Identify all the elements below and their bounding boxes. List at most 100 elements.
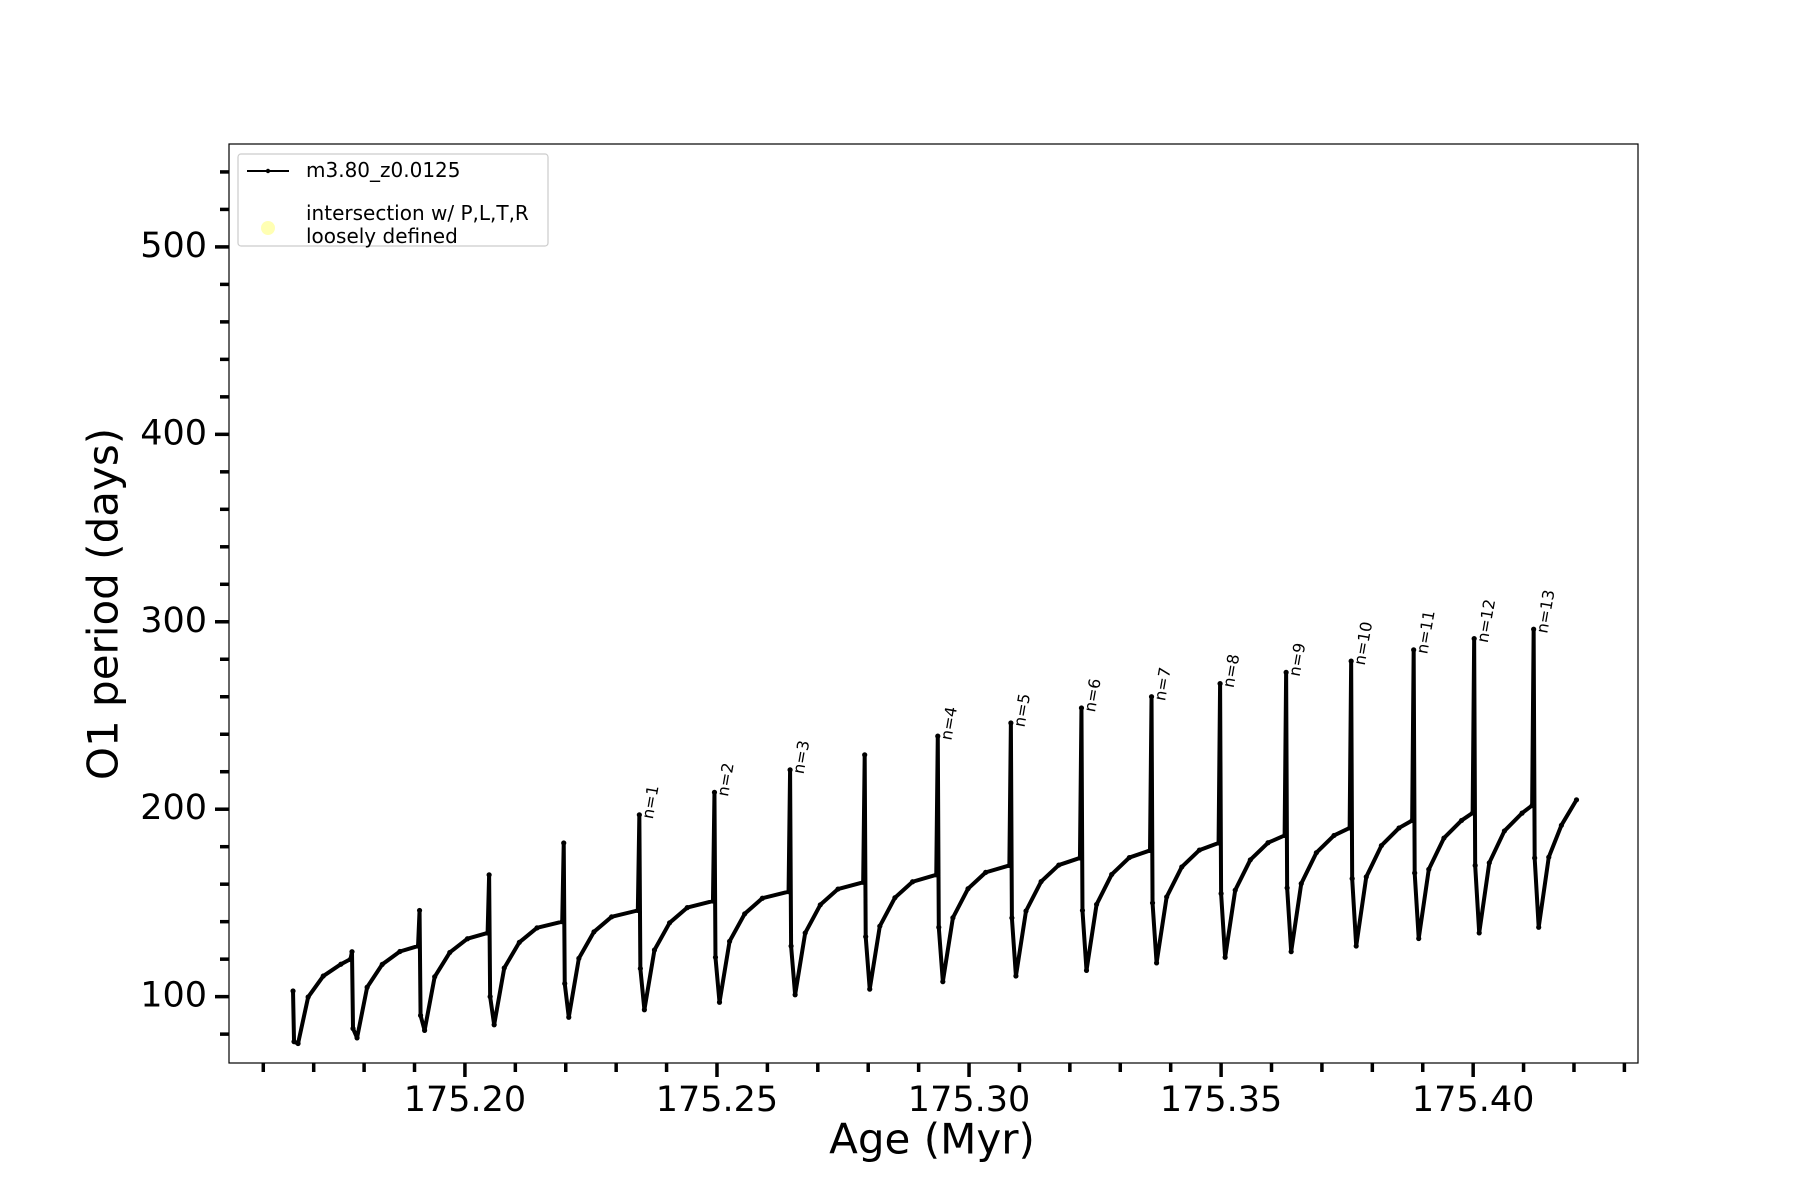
point-marker	[379, 961, 385, 968]
point-marker	[1147, 847, 1153, 854]
point-marker	[1378, 842, 1385, 849]
point-marker	[1426, 866, 1432, 872]
annotation: n=12	[1473, 598, 1499, 645]
annotation: n=13	[1532, 588, 1558, 635]
point-marker	[1471, 636, 1477, 642]
point-marker	[983, 869, 989, 875]
point-marker	[684, 905, 690, 911]
point-marker	[1265, 840, 1271, 846]
point-marker	[1396, 825, 1402, 831]
point-marker	[817, 902, 823, 908]
point-marker	[1164, 894, 1170, 900]
point-marker	[397, 948, 403, 955]
annotation: n=5	[1010, 692, 1035, 729]
point-marker	[835, 886, 841, 892]
point-marker	[1441, 835, 1447, 841]
point-marker	[1313, 850, 1319, 856]
point-marker	[1353, 943, 1359, 949]
point-marker	[1409, 817, 1415, 824]
point-marker	[1412, 870, 1418, 876]
point-marker	[591, 929, 597, 935]
point-marker	[1179, 864, 1185, 870]
y-axis-label: O1 period (days)	[79, 428, 128, 780]
x-tick-label: 175.20	[404, 1080, 526, 1120]
point-marker	[347, 956, 354, 962]
annotation: n=9	[1285, 641, 1310, 678]
point-marker	[641, 1007, 647, 1013]
point-marker	[1531, 626, 1537, 632]
legend-marker	[265, 168, 271, 174]
point-marker	[651, 947, 658, 953]
point-marker	[787, 767, 793, 773]
point-marker	[1532, 855, 1538, 861]
point-marker	[936, 924, 942, 930]
point-marker	[1486, 860, 1492, 866]
point-marker	[1472, 862, 1478, 869]
point-marker	[576, 955, 582, 962]
point-marker	[305, 994, 311, 1000]
point-marker	[1411, 647, 1417, 653]
point-marker	[295, 1040, 301, 1047]
point-marker	[464, 936, 471, 942]
point-marker	[1215, 840, 1222, 846]
series-line	[291, 627, 1579, 1046]
annotation: n=7	[1150, 666, 1175, 703]
point-marker	[785, 889, 792, 895]
point-marker	[562, 980, 568, 987]
point-marker	[1470, 810, 1476, 816]
point-marker	[635, 907, 641, 914]
point-marker	[1218, 890, 1224, 897]
x-tick-label: 175.25	[656, 1080, 778, 1120]
annotation: n=6	[1080, 677, 1105, 714]
legend-marker	[261, 221, 275, 235]
y-tick-label: 400	[140, 413, 207, 453]
point-marker	[1558, 822, 1564, 828]
point-marker	[712, 954, 719, 960]
point-marker	[965, 886, 971, 892]
point-marker	[1501, 828, 1508, 834]
point-marker	[867, 986, 873, 992]
legend-box	[237, 153, 549, 247]
point-marker	[1008, 720, 1014, 726]
legend-label: m3.80_z0.0125	[306, 158, 461, 182]
legend-label: intersection w/ P,L,T,R loosely defined	[306, 201, 529, 248]
point-marker	[1126, 854, 1132, 861]
point-marker	[1349, 875, 1355, 882]
point-marker	[491, 1022, 497, 1028]
point-marker	[354, 1035, 360, 1041]
point-marker	[1083, 967, 1090, 974]
point-marker	[950, 915, 956, 921]
point-marker	[666, 920, 673, 926]
point-marker	[711, 789, 718, 795]
y-tick-label: 200	[140, 788, 207, 828]
annotation: n=4	[936, 705, 961, 742]
point-marker	[1009, 915, 1015, 921]
point-marker	[1013, 973, 1019, 979]
point-marker	[742, 911, 748, 917]
point-marker	[609, 914, 615, 920]
point-marker	[364, 984, 370, 990]
point-marker	[877, 923, 883, 929]
point-marker	[788, 943, 794, 949]
point-marker	[486, 872, 492, 878]
point-marker	[892, 895, 898, 901]
point-marker	[1573, 797, 1580, 803]
point-marker	[1363, 874, 1369, 880]
point-marker	[1476, 930, 1482, 936]
point-marker	[862, 752, 868, 758]
point-marker	[516, 939, 522, 945]
point-marker	[534, 925, 540, 931]
point-marker	[1196, 847, 1203, 853]
point-marker	[636, 812, 642, 818]
annotation: n=3	[789, 739, 814, 776]
point-marker	[1006, 862, 1012, 869]
annotation: n=11	[1412, 609, 1438, 656]
point-marker	[1038, 878, 1044, 885]
plot-frame	[228, 143, 1639, 1064]
point-marker	[863, 934, 869, 940]
point-marker	[1282, 832, 1288, 839]
point-marker	[350, 1025, 356, 1032]
point-marker	[1077, 855, 1083, 861]
point-marker	[417, 1012, 424, 1018]
